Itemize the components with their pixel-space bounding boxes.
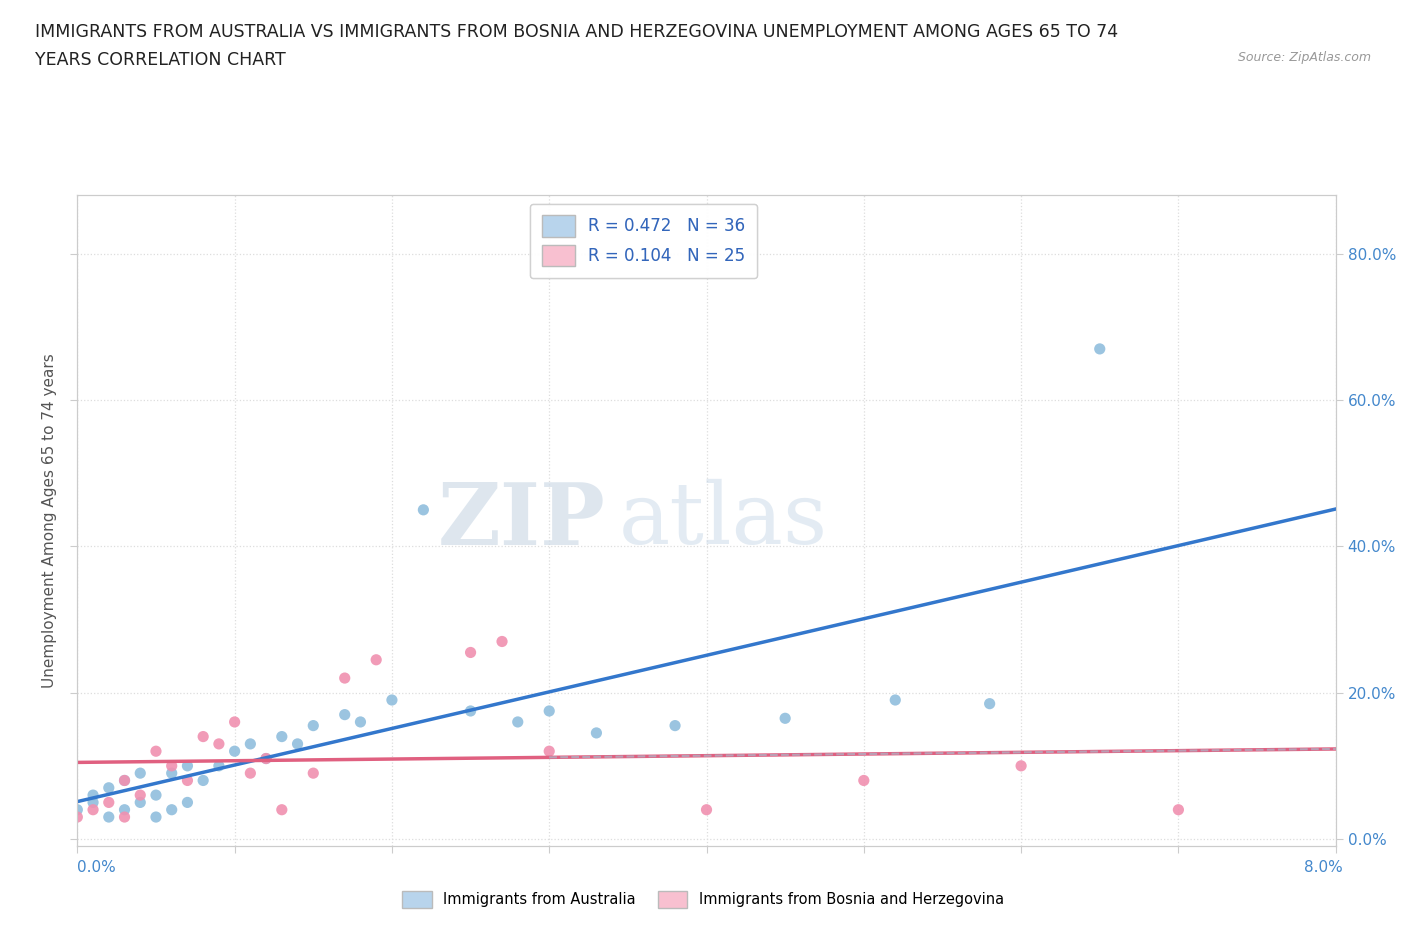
Point [160, 803, 183, 817]
Point [191, 773, 215, 788]
Point [585, 725, 607, 740]
Point [349, 714, 371, 729]
Point [176, 758, 198, 773]
Legend: R = 0.472   N = 36, R = 0.104   N = 25: R = 0.472 N = 36, R = 0.104 N = 25 [530, 204, 758, 278]
Point [1088, 341, 1111, 356]
Point [460, 645, 482, 660]
Point [852, 773, 875, 788]
Point [97, 780, 120, 795]
Point [412, 502, 434, 517]
Point [145, 744, 167, 759]
Point [333, 707, 356, 722]
Point [254, 751, 277, 766]
Point [114, 803, 136, 817]
Point [302, 765, 325, 780]
Point [270, 729, 292, 744]
Point [191, 729, 215, 744]
Text: ZIP: ZIP [439, 479, 606, 563]
Point [239, 765, 262, 780]
Point [208, 758, 231, 773]
Point [176, 795, 198, 810]
Point [66, 810, 89, 825]
Point [884, 693, 907, 708]
Point [97, 795, 120, 810]
Point [538, 703, 561, 718]
Point [664, 718, 686, 733]
Point [491, 634, 513, 649]
Point [979, 697, 1001, 711]
Point [224, 714, 246, 729]
Point [82, 803, 104, 817]
Text: 8.0%: 8.0% [1303, 860, 1343, 875]
Text: YEARS CORRELATION CHART: YEARS CORRELATION CHART [35, 51, 285, 69]
Point [97, 810, 120, 825]
Point [160, 758, 183, 773]
Point [366, 652, 388, 667]
Point [254, 751, 277, 766]
Point [145, 810, 167, 825]
Point [129, 765, 152, 780]
Point [460, 703, 482, 718]
Point [506, 714, 529, 729]
Point [538, 744, 561, 759]
Point [66, 803, 89, 817]
Point [239, 737, 262, 751]
Point [176, 773, 198, 788]
Legend: Immigrants from Australia, Immigrants from Bosnia and Herzegovina: Immigrants from Australia, Immigrants fr… [396, 885, 1010, 913]
Text: atlas: atlas [619, 479, 828, 563]
Y-axis label: Unemployment Among Ages 65 to 74 years: Unemployment Among Ages 65 to 74 years [42, 353, 58, 688]
Point [773, 711, 796, 725]
Text: Source: ZipAtlas.com: Source: ZipAtlas.com [1237, 51, 1371, 64]
Point [287, 737, 309, 751]
Point [114, 773, 136, 788]
Point [82, 788, 104, 803]
Point [145, 788, 167, 803]
Text: 0.0%: 0.0% [77, 860, 117, 875]
Point [129, 795, 152, 810]
Point [82, 795, 104, 810]
Point [224, 744, 246, 759]
Point [381, 693, 404, 708]
Point [208, 737, 231, 751]
Point [696, 803, 718, 817]
Point [1167, 803, 1189, 817]
Point [1010, 758, 1032, 773]
Point [333, 671, 356, 685]
Point [160, 765, 183, 780]
Point [129, 788, 152, 803]
Point [114, 773, 136, 788]
Text: IMMIGRANTS FROM AUSTRALIA VS IMMIGRANTS FROM BOSNIA AND HERZEGOVINA UNEMPLOYMENT: IMMIGRANTS FROM AUSTRALIA VS IMMIGRANTS … [35, 23, 1118, 41]
Point [270, 803, 292, 817]
Point [302, 718, 325, 733]
Point [114, 810, 136, 825]
